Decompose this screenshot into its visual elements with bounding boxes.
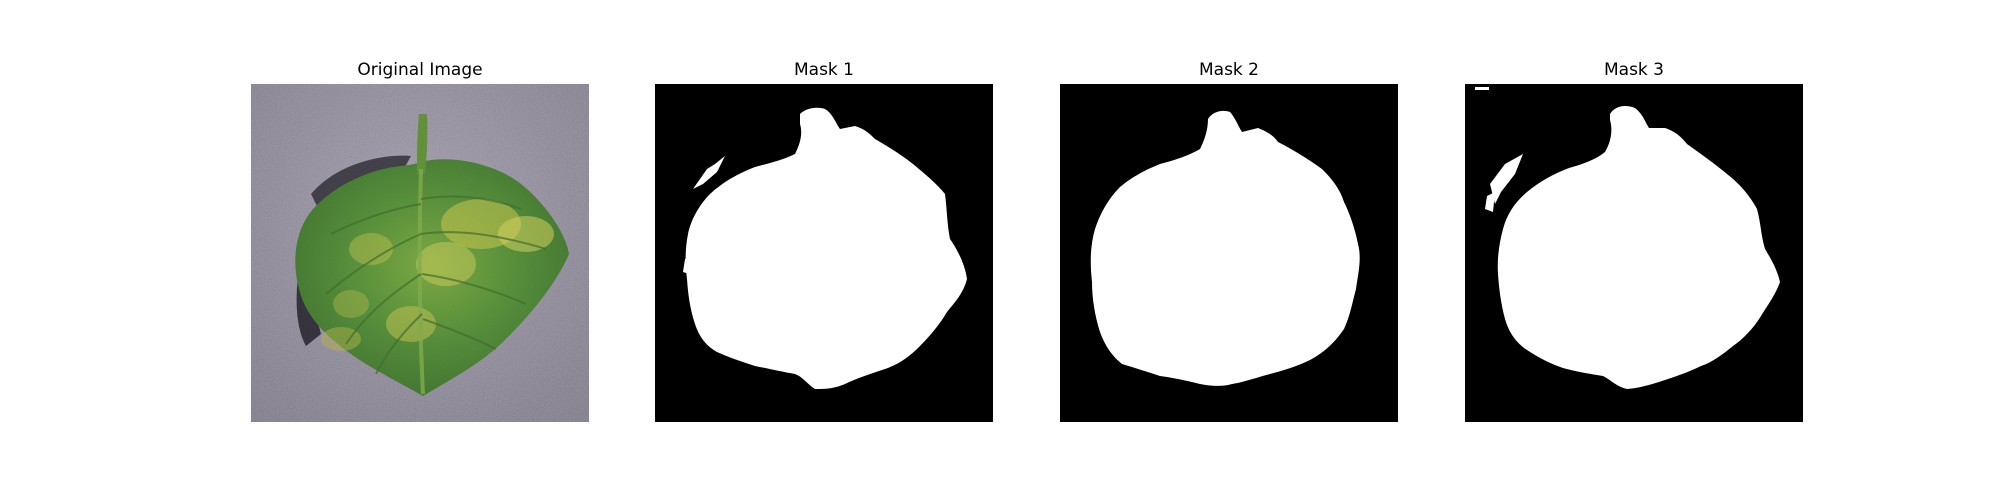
mask-region xyxy=(1497,106,1780,389)
panel-title: Mask 3 xyxy=(1603,60,1664,80)
leaf-photo xyxy=(251,84,589,422)
panel-title: Mask 1 xyxy=(793,60,854,80)
mask-image xyxy=(1060,84,1398,422)
mask-region xyxy=(685,107,967,389)
panel-title: Mask 2 xyxy=(1198,60,1259,80)
mask-image xyxy=(1465,84,1803,422)
panel-title: Original Image xyxy=(357,60,483,80)
mask-image xyxy=(655,84,993,422)
mask-region xyxy=(1090,110,1360,386)
